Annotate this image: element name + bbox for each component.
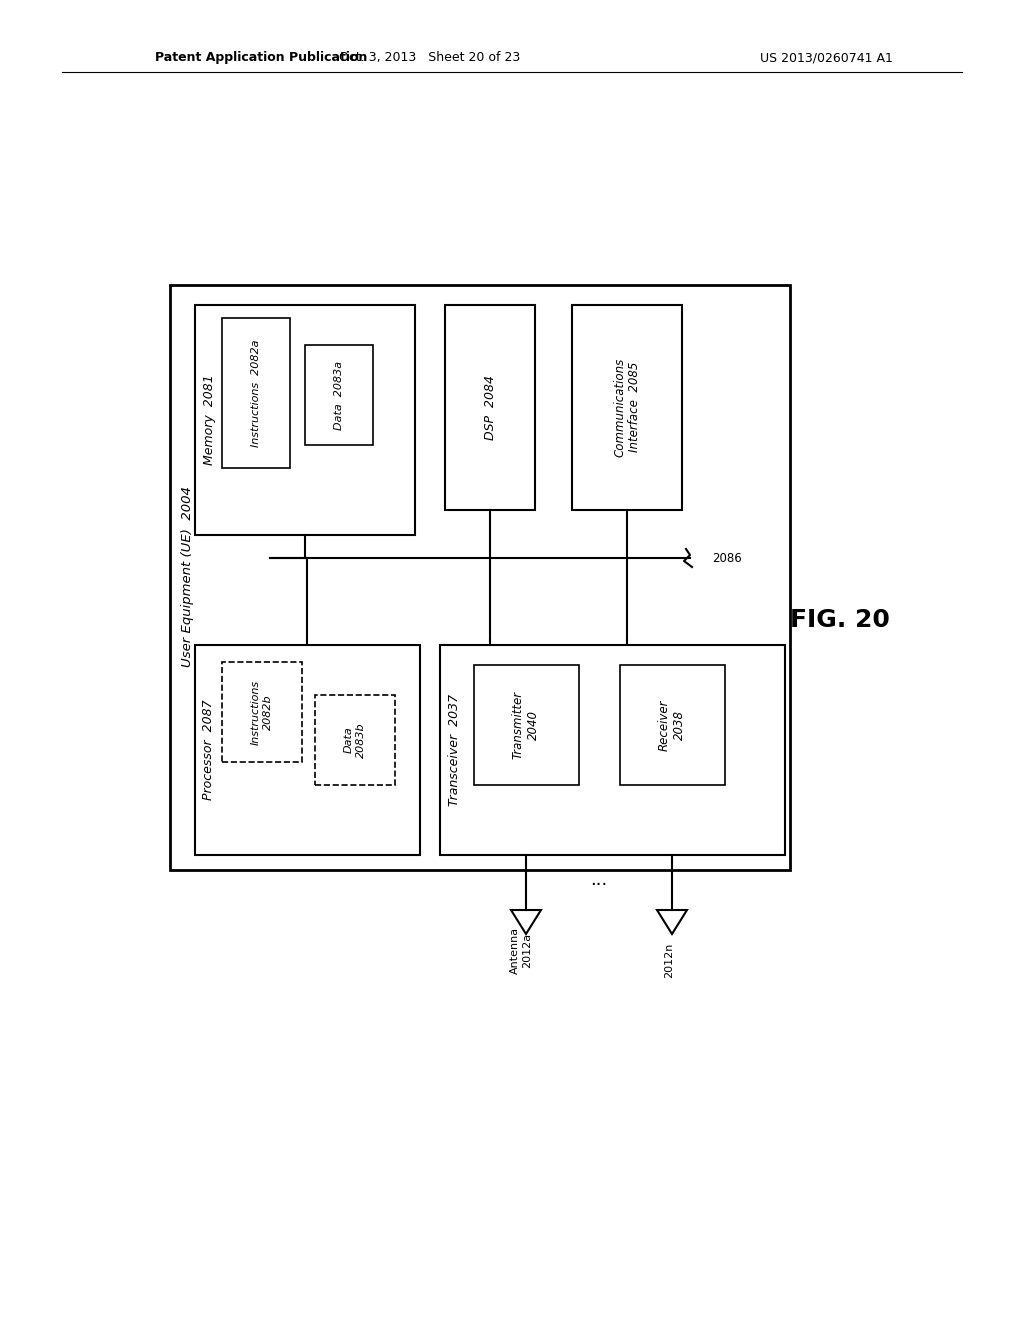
Bar [445, 305, 535, 510]
Text: 2086: 2086 [712, 552, 741, 565]
Bar [315, 696, 395, 785]
Bar [474, 665, 579, 785]
Text: Instructions  2082a: Instructions 2082a [251, 339, 261, 446]
Text: Instructions
2082b: Instructions 2082b [251, 680, 272, 744]
Bar [620, 665, 725, 785]
Text: FIG. 20: FIG. 20 [791, 609, 890, 632]
Text: Data
2083b: Data 2083b [344, 722, 366, 758]
Bar [195, 645, 420, 855]
Text: Processor  2087: Processor 2087 [203, 700, 215, 800]
Bar [440, 645, 785, 855]
Bar [222, 663, 302, 762]
Text: DSP  2084: DSP 2084 [483, 375, 497, 440]
Text: Antenna
2012a: Antenna 2012a [510, 927, 531, 974]
Bar [195, 305, 415, 535]
Bar [305, 345, 373, 445]
Text: Transmitter
2040: Transmitter 2040 [512, 690, 540, 759]
Text: ...: ... [591, 871, 607, 888]
Text: Oct. 3, 2013   Sheet 20 of 23: Oct. 3, 2013 Sheet 20 of 23 [339, 51, 520, 65]
Bar [170, 285, 790, 870]
Text: Receiver
2038: Receiver 2038 [658, 700, 686, 751]
Text: Communications
Interface  2085: Communications Interface 2085 [613, 358, 641, 457]
Text: Patent Application Publication: Patent Application Publication [155, 51, 368, 65]
Text: Memory  2081: Memory 2081 [203, 375, 215, 466]
Text: US 2013/0260741 A1: US 2013/0260741 A1 [760, 51, 893, 65]
Text: User Equipment (UE)  2004: User Equipment (UE) 2004 [181, 487, 195, 668]
Text: Data  2083a: Data 2083a [334, 360, 344, 429]
Bar [572, 305, 682, 510]
Bar [222, 318, 290, 469]
Text: 2012n: 2012n [664, 942, 674, 978]
Text: Transceiver  2037: Transceiver 2037 [447, 694, 461, 807]
